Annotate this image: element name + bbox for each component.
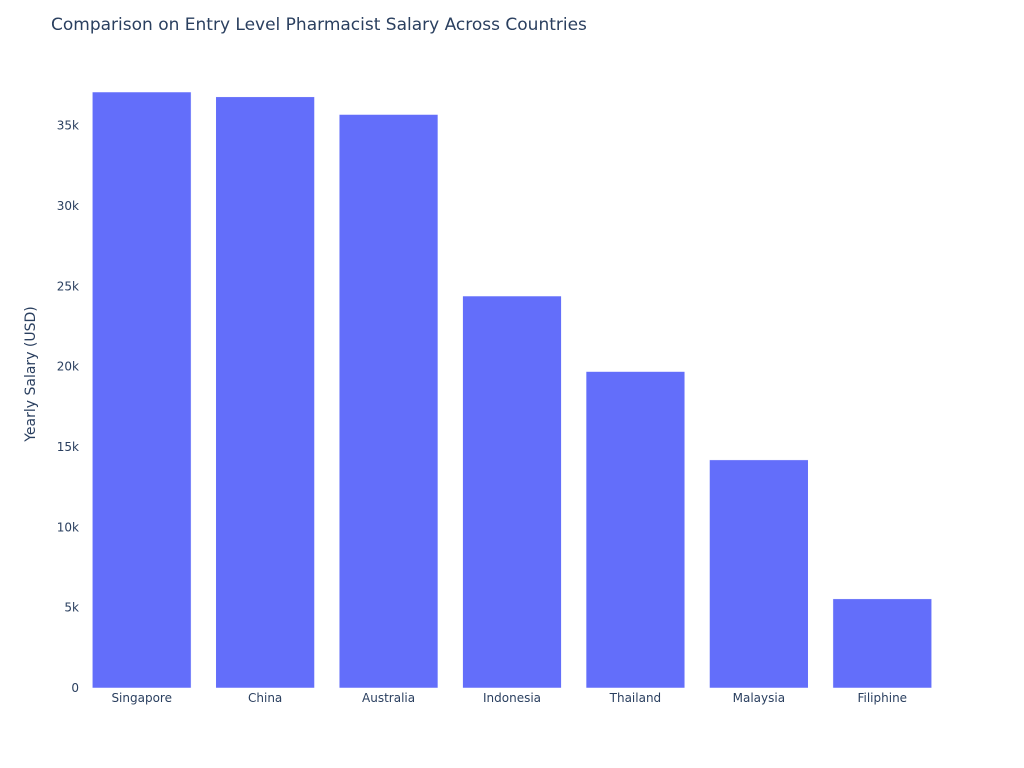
- bar-china[interactable]: [215, 96, 315, 689]
- y-tick-label: 20k: [57, 360, 79, 374]
- x-tick-label: Malaysia: [733, 691, 785, 705]
- bar-australia[interactable]: [338, 114, 439, 689]
- bar-singapore[interactable]: [92, 91, 192, 689]
- y-tick-label: 15k: [57, 440, 79, 454]
- y-tick-label: 35k: [57, 119, 79, 133]
- x-tick-label: Thailand: [609, 691, 662, 705]
- bar-indonesia[interactable]: [462, 295, 562, 689]
- x-tick-label: Indonesia: [483, 691, 541, 705]
- chart-title: Comparison on Entry Level Pharmacist Sal…: [51, 15, 587, 35]
- y-tick-label: 10k: [57, 520, 79, 534]
- bar-malaysia[interactable]: [709, 459, 809, 689]
- y-tick-label: 25k: [57, 279, 79, 293]
- y-tick-label: 30k: [57, 199, 79, 213]
- y-axis-title: Yearly Salary (USD): [23, 306, 39, 443]
- x-tick-label: Singapore: [111, 691, 172, 705]
- y-tick-label: 5k: [64, 601, 79, 615]
- x-axis-ticks: Singapore China Australia Indonesia Thailand…: [111, 691, 907, 705]
- x-tick-label: China: [248, 691, 282, 705]
- bars: [92, 91, 932, 689]
- x-tick-label: Filiphine: [857, 691, 907, 705]
- x-tick-label: Australia: [362, 691, 415, 705]
- bar-filiphine[interactable]: [832, 598, 932, 689]
- y-axis-ticks: 0 5k 10k 15k 20k 25k 30k 35k: [57, 119, 79, 695]
- bar-thailand[interactable]: [585, 371, 686, 689]
- y-tick-label: 0: [71, 681, 79, 695]
